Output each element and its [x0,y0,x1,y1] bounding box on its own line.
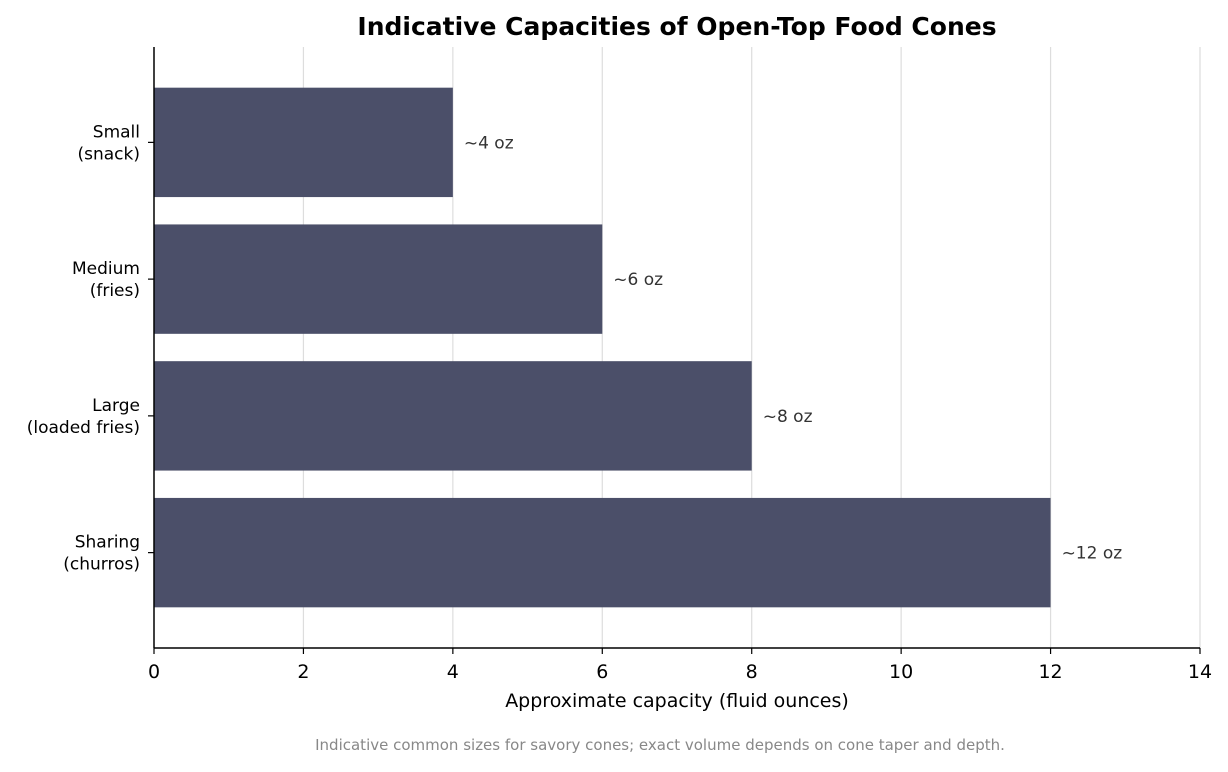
bar-value-label: ~6 oz [613,270,663,290]
x-tick-label: 4 [447,661,459,683]
x-axis-label: Approximate capacity (fluid ounces) [505,690,849,712]
x-tick-label: 2 [297,661,309,683]
bar-value-label: ~4 oz [464,133,514,153]
y-tick-label: (churros) [63,555,140,575]
x-tick-label: 6 [596,661,608,683]
chart-title: Indicative Capacities of Open-Top Food C… [357,12,996,41]
y-tick-label: Large [92,396,140,416]
bar [154,361,752,471]
bar-value-label: ~12 oz [1062,544,1123,564]
bar-value-label: ~8 oz [763,407,813,427]
x-tick-label: 8 [746,661,758,683]
bar [154,87,453,198]
x-tick-label: 14 [1188,661,1212,683]
bars [154,87,1051,608]
x-tick-label: 10 [889,661,913,683]
y-tick-label: (fries) [90,281,140,301]
y-tick-label: Small [93,122,140,142]
axes: 0 2 4 6 8 10 12 14 Small(snack) Medium(fries) Larg… [27,47,1212,683]
x-tick-label: 0 [148,661,160,683]
y-tick-label: (loaded fries) [27,418,140,438]
y-tick-label: (snack) [77,144,140,164]
x-tick-label: 12 [1038,661,1062,683]
chart-footnote: Indicative common sizes for savory cones… [315,736,1005,754]
y-tick-label: Medium [72,259,140,279]
data-labels: ~4 oz ~6 oz ~8 oz ~12 oz [464,133,1122,563]
y-tick-label: Sharing [75,533,140,553]
bar [154,497,1051,608]
bar [154,224,603,334]
